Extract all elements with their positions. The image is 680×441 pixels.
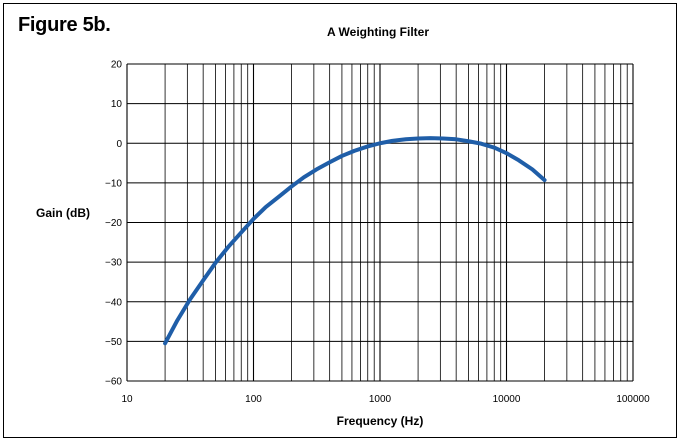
y-tick-label: 20	[111, 60, 123, 71]
y-axis-label: Gain (dB)	[36, 206, 90, 220]
x-tick-label: 10000	[493, 394, 521, 405]
x-axis-label: Frequency (Hz)	[337, 414, 424, 428]
y-tick-label: −60	[105, 377, 122, 388]
x-tick-label: 10	[121, 394, 133, 405]
figure-frame	[3, 3, 677, 438]
y-tick-label: 0	[116, 139, 122, 150]
y-tick-label: −50	[105, 337, 122, 348]
figure-label: Figure 5b.	[18, 14, 111, 36]
y-tick-label: 10	[111, 99, 123, 110]
x-tick-label: 100000	[616, 394, 650, 405]
y-tick-label: −40	[105, 297, 122, 308]
y-tick-label: −20	[105, 218, 122, 229]
chart-title: A Weighting Filter	[327, 25, 429, 39]
x-tick-label: 100	[245, 394, 262, 405]
series-line	[163, 136, 547, 346]
x-tick-label: 1000	[369, 394, 392, 405]
grid	[126, 63, 634, 382]
y-tick-label: −30	[105, 258, 122, 269]
y-tick-label: −10	[105, 178, 122, 189]
